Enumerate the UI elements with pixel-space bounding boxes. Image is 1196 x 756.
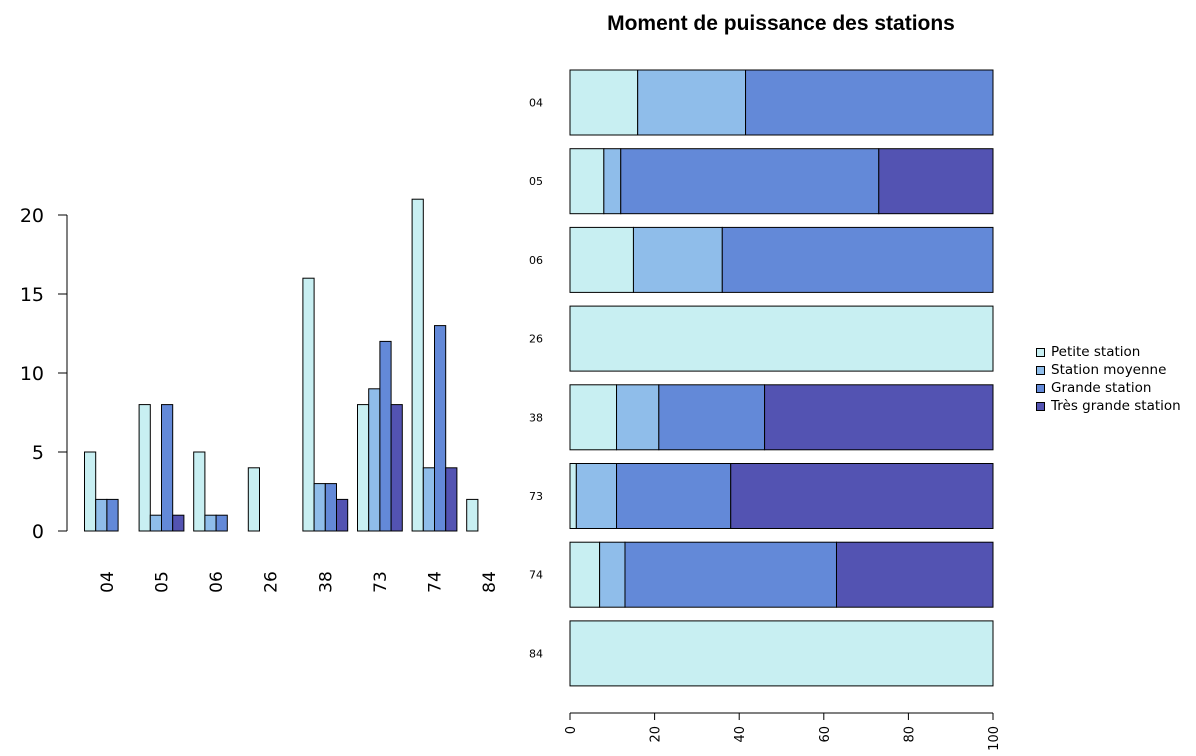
y-category-label: 04 [529,97,543,110]
stacked-bar-segment [624,541,837,608]
stacked-bar-segment [878,148,994,215]
bar [411,198,424,532]
y-category-label: 06 [529,254,543,267]
bar [161,404,174,532]
stacked-bar-segment [569,620,994,687]
x-tick-label: 05 [153,571,173,593]
bar [324,483,337,532]
legend-label-tres-grande: Très grande station [1051,398,1181,414]
chart-title: Moment de puissance des stations [607,12,955,35]
legend-item-grande: Grande station [1036,379,1181,397]
x-tick-label: 84 [480,571,500,593]
stacked-bar-segment [603,148,622,215]
bar [302,277,315,532]
bar [434,325,447,532]
bar [368,388,381,532]
stacked-bar-segment [569,69,639,136]
y-category-label: 74 [529,569,543,582]
bar [215,514,228,532]
stacked-bar-segment [658,384,766,451]
x-tick-label: 0 [564,726,579,734]
stacked-bar-segment [569,305,994,372]
y-category-label: 84 [529,647,543,660]
bar [357,404,370,532]
stacked-bar-segment [569,148,605,215]
y-tick-label: 15 [20,284,44,306]
y-category-label: 73 [529,490,543,503]
y-tick-label: 10 [20,363,44,385]
stacked-bar-segment [569,463,577,529]
bar [422,467,435,532]
y-tick-label: 5 [32,442,44,464]
stacked-bar-segment [721,226,994,293]
bar [204,514,217,532]
bar [149,514,163,532]
legend: Petite station Station moyenne Grande st… [1036,343,1181,415]
stacked-bar-segment [730,463,994,529]
x-tick-label: 04 [98,571,118,593]
y-category-label: 26 [529,333,543,346]
bar [336,498,349,532]
x-tick-label: 38 [316,571,336,593]
bar [379,340,392,532]
x-tick-label: 20 [649,726,664,743]
bar [247,467,261,532]
bar [106,498,119,532]
stacked-bar-segment [575,463,618,529]
legend-item-petite: Petite station [1036,343,1181,361]
bar [313,483,326,532]
y-category-label: 38 [529,411,543,424]
x-tick-label: 74 [426,571,446,593]
y-category-label: 05 [529,175,543,188]
legend-label-moyenne: Station moyenne [1051,362,1167,378]
bar [138,404,151,532]
x-tick-label: 60 [818,726,833,743]
bar [193,451,206,532]
y-tick-label: 20 [20,205,44,227]
stacked-bar-segment [616,384,660,451]
legend-swatch-petite [1036,347,1045,357]
legend-swatch-moyenne [1036,365,1045,375]
x-tick-label: 100 [987,726,1002,751]
stacked-bar-segment [637,69,747,136]
x-tick-label: 40 [733,726,748,743]
stacked-bar-segment [599,541,626,608]
stacked-bar-segment [745,69,994,136]
legend-item-tres-grande: Très grande station [1036,397,1181,415]
y-tick-label: 0 [32,521,44,543]
stacked-bar-segment [620,148,880,215]
stacked-bar-segment [616,463,732,529]
stacked-bar-segment [835,541,994,608]
legend-swatch-grande [1036,383,1045,393]
stacked-bar-segment [569,541,601,608]
x-tick-label: 06 [207,571,227,593]
stacked-bar-segment [569,226,634,293]
legend-label-grande: Grande station [1051,380,1152,396]
bar [390,404,403,532]
legend-item-moyenne: Station moyenne [1036,361,1181,379]
bar [445,467,458,532]
bar [95,498,108,532]
legend-swatch-tres-grande [1036,401,1045,411]
stacked-bar-segment [569,384,618,451]
x-tick-label: 26 [262,571,282,593]
bar [172,514,185,532]
bar [84,451,97,532]
bar [466,498,479,532]
x-tick-label: 80 [902,726,917,743]
stacked-bar-segment [632,226,723,293]
x-tick-label: 73 [371,571,391,593]
legend-label-petite: Petite station [1051,344,1141,360]
stacked-bar-segment [764,384,994,451]
